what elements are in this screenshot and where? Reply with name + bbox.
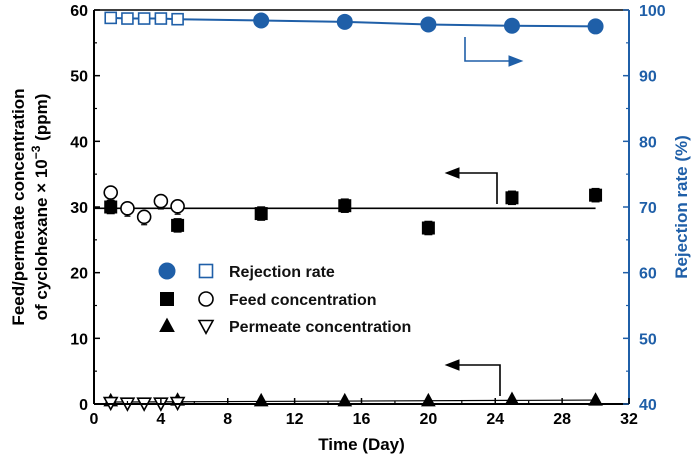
x-tick-label: 24 — [486, 411, 504, 428]
chart-axes: 0 10 20 30 40 50 60 40 50 60 70 80 90 100 0 4 8 12 16 20 24 2… — [9, 3, 691, 454]
legend-label: Feed concentration — [229, 292, 377, 309]
feed-concentration-open-point — [121, 202, 134, 215]
left-tick-label: 60 — [70, 3, 88, 20]
rejection-rate-filled-point — [254, 13, 269, 28]
legend-label: Permeate concentration — [229, 319, 411, 336]
x-tick-label: 12 — [286, 411, 304, 428]
feed-concentration-filled-point — [506, 192, 518, 204]
legend-open-marker — [199, 320, 213, 333]
legend-open-marker — [199, 292, 213, 306]
rejection-rate-filled-point — [588, 19, 603, 34]
legend-label: Rejection rate — [229, 264, 335, 281]
feed-concentration-open-point — [104, 186, 117, 199]
chart-legend: Rejection rate Feed concentration Permeate… — [159, 263, 411, 336]
left-axis-title-suffix: (ppm) — [32, 94, 51, 146]
rejection-rate-filled-point — [504, 18, 519, 33]
x-axis-title: Time (Day) — [318, 435, 405, 454]
rejection-axis-arrow-head — [509, 56, 522, 66]
legend-open-marker — [200, 265, 213, 278]
feed-concentration-filled-point — [255, 208, 267, 220]
chart-marks — [104, 12, 603, 410]
feed-concentration-filled-point — [590, 189, 602, 201]
right-tick-label: 80 — [639, 134, 657, 151]
right-tick-label: 60 — [639, 266, 657, 283]
feed-concentration-open-point — [171, 200, 184, 213]
rejection-rate-open-point — [172, 14, 183, 25]
rejection-rate-open-point — [122, 13, 133, 24]
rejection-axis-arrow — [465, 37, 515, 61]
feed-concentration-filled-point — [422, 222, 434, 234]
x-tick-label: 32 — [620, 411, 638, 428]
left-tick-label: 50 — [70, 69, 88, 86]
x-tick-label: 0 — [90, 411, 99, 428]
rejection-rate-open-point — [155, 13, 166, 24]
feed-axis-arrow — [458, 173, 497, 204]
right-tick-label: 40 — [639, 397, 657, 414]
feed-concentration-open-point — [138, 210, 151, 223]
left-axis-title-prefix: of cyclohexane × 10 — [32, 159, 51, 320]
left-axis-title-exponent: −3 — [29, 145, 43, 159]
x-tick-label: 16 — [353, 411, 371, 428]
right-tick-label: 90 — [639, 69, 657, 86]
permeate-axis-arrow — [458, 365, 500, 396]
right-tick-label: 50 — [639, 331, 657, 348]
x-tick-label: 28 — [553, 411, 571, 428]
left-axis-title-line2: of cyclohexane × 10−3 (ppm) — [29, 94, 51, 321]
permeate-concentration-filled-point — [505, 393, 518, 405]
left-tick-label: 40 — [70, 134, 88, 151]
rejection-rate-open-point — [105, 12, 116, 23]
feed-concentration-filled-point — [172, 219, 184, 231]
permeate-axis-arrow-head — [446, 360, 459, 370]
right-tick-label: 100 — [639, 3, 666, 20]
left-axis-title-line1: Feed/permeate concentration — [9, 88, 28, 325]
feed-concentration-open-point — [154, 195, 167, 208]
x-tick-label: 20 — [419, 411, 437, 428]
left-tick-label: 20 — [70, 266, 88, 283]
right-tick-label: 70 — [639, 200, 657, 217]
right-axis-title: Rejection rate (%) — [672, 135, 691, 279]
rejection-rate-open-point — [139, 13, 150, 24]
legend-filled-marker — [161, 293, 174, 306]
x-tick-label: 8 — [223, 411, 232, 428]
chart-annotations — [446, 37, 522, 396]
rejection-rate-filled-point — [421, 17, 436, 32]
legend-filled-marker — [159, 263, 175, 279]
left-tick-label: 10 — [70, 331, 88, 348]
left-tick-label: 0 — [79, 397, 88, 414]
feed-axis-arrow-head — [446, 168, 459, 178]
feed-concentration-filled-point — [105, 201, 117, 213]
x-tick-label: 4 — [156, 411, 165, 428]
chart: 0 10 20 30 40 50 60 40 50 60 70 80 90 100 0 4 8 12 16 20 24 2… — [0, 0, 700, 463]
feed-concentration-filled-point — [339, 200, 351, 212]
left-tick-label: 30 — [70, 200, 88, 217]
rejection-rate-filled-point — [337, 14, 352, 29]
legend-filled-marker — [160, 319, 174, 332]
